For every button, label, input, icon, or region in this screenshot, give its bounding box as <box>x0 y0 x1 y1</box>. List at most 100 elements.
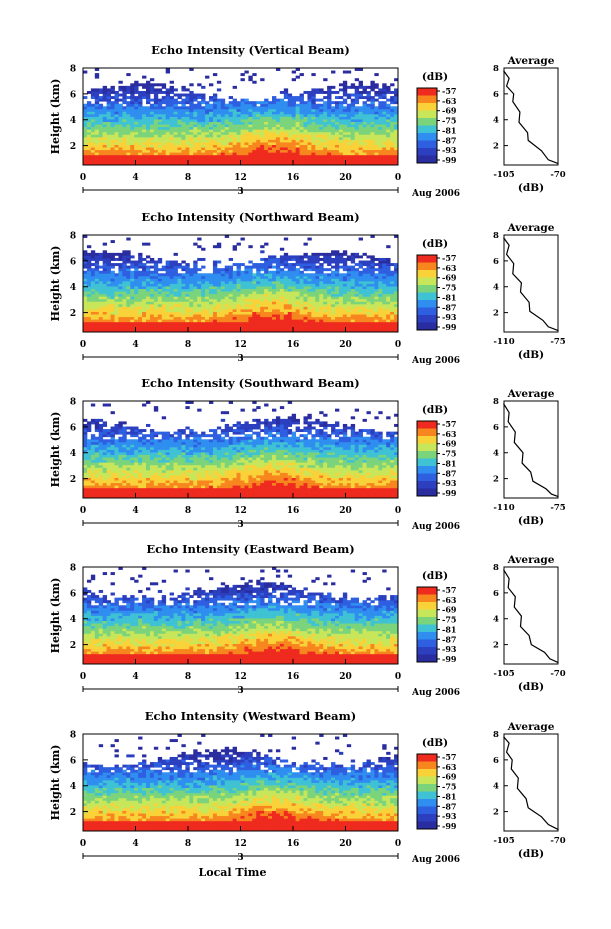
heatmap-cell <box>287 309 293 312</box>
heatmap-cell <box>338 124 344 128</box>
heatmap-cell <box>102 293 108 297</box>
heatmap-cell <box>102 288 108 292</box>
heatmap-cell <box>386 275 391 279</box>
heatmap-cell <box>252 139 257 143</box>
heatmap-cell <box>114 296 119 300</box>
heatmap-cell <box>173 283 178 287</box>
heatmap-cell <box>106 139 111 143</box>
heatmap-cell <box>350 293 356 297</box>
heatmap-cell <box>181 134 186 138</box>
heatmap-cell <box>173 154 178 158</box>
heatmap-cell <box>130 324 135 328</box>
heatmap-cell <box>232 126 237 130</box>
heatmap-cell <box>370 88 375 92</box>
heatmap-cell <box>390 119 395 122</box>
heatmap-cell <box>362 162 367 166</box>
heatmap-cell <box>228 270 234 274</box>
heatmap-cell <box>138 303 143 307</box>
heatmap-cell <box>264 111 269 115</box>
heatmap-cell <box>153 96 159 100</box>
heatmap-cell <box>122 326 127 330</box>
colorbar-swatch <box>417 262 437 271</box>
heatmap-cell <box>220 106 226 110</box>
heatmap-cell <box>185 131 190 135</box>
heatmap-cell <box>307 111 312 115</box>
heatmap-cell <box>331 286 336 289</box>
heatmap-cell <box>153 316 159 320</box>
heatmap-cell <box>350 126 356 130</box>
heatmap-cell <box>138 275 143 279</box>
heatmap-cell <box>248 278 253 282</box>
heatmap-cell <box>94 273 100 277</box>
heatmap-cell <box>323 116 328 120</box>
heatmap-cell <box>252 291 257 295</box>
heatmap-cell <box>177 314 182 318</box>
heatmap-cell <box>366 90 371 94</box>
heatmap-cell <box>358 129 363 133</box>
heatmap-cell <box>362 288 367 292</box>
heatmap-cell <box>382 134 387 138</box>
heatmap-cell <box>350 142 356 145</box>
heatmap-cell <box>323 113 328 117</box>
heatmap-cell <box>236 291 241 295</box>
heatmap-cell <box>177 306 182 310</box>
heatmap-cell <box>307 326 312 330</box>
heatmap-cell <box>390 149 395 153</box>
heatmap-cell <box>83 301 88 305</box>
heatmap-cell <box>394 96 399 100</box>
heatmap-cell <box>185 316 190 320</box>
heatmap-cell <box>102 462 108 466</box>
heatmap-cell <box>157 134 163 138</box>
heatmap-cell <box>291 273 297 277</box>
heatmap-cell <box>272 283 277 287</box>
heatmap-cell <box>279 131 285 135</box>
heatmap-cell <box>307 139 312 143</box>
heatmap-cell <box>236 326 241 330</box>
heatmap-cell <box>283 93 289 97</box>
heatmap-cell <box>370 106 375 110</box>
heatmap-cell <box>114 487 119 491</box>
y-tick-label: 6 <box>70 90 76 100</box>
heatmap-cell <box>185 113 190 117</box>
heatmap-cell <box>342 288 348 292</box>
heatmap-cell <box>169 316 174 320</box>
heatmap-cell <box>283 139 289 143</box>
heatmap-cell <box>220 139 226 143</box>
heatmap-cell <box>228 309 234 312</box>
heatmap-cell <box>106 124 111 128</box>
heatmap-cell <box>130 142 135 145</box>
heatmap-cell <box>350 301 356 305</box>
heatmap-cell <box>315 98 320 102</box>
heatmap-cell <box>366 278 371 282</box>
heatmap-cell <box>240 275 245 279</box>
heatmap-cell <box>315 154 320 158</box>
heatmap-cell <box>138 139 143 143</box>
heatmap-cell <box>98 472 104 476</box>
heatmap-cell <box>130 116 135 120</box>
heatmap-cell <box>220 301 226 305</box>
heatmap-cell <box>86 319 92 323</box>
heatmap-cell <box>224 273 230 277</box>
heatmap-cell <box>177 298 182 302</box>
heatmap-cell <box>366 96 371 100</box>
heatmap-cell <box>169 101 174 105</box>
heatmap-cell <box>394 162 399 166</box>
heatmap-cell <box>327 268 332 272</box>
heatmap-cell <box>177 134 182 138</box>
heatmap-cell <box>126 124 131 128</box>
heatmap-cell <box>189 121 194 125</box>
heatmap-cell <box>161 90 167 94</box>
heatmap-cell <box>209 152 214 156</box>
heatmap-cell <box>224 116 230 120</box>
heatmap-cell <box>110 252 115 256</box>
heatmap-cell <box>323 303 328 307</box>
heatmap-cell <box>362 111 367 115</box>
heatmap-cell <box>299 149 304 153</box>
heatmap-cell <box>173 293 178 297</box>
heatmap-cell <box>193 96 198 100</box>
heatmap-cell <box>193 260 198 264</box>
heatmap-cell <box>106 403 111 407</box>
heatmap-cell <box>134 162 139 166</box>
heatmap-cell <box>138 162 143 166</box>
heatmap-cell <box>201 136 206 140</box>
